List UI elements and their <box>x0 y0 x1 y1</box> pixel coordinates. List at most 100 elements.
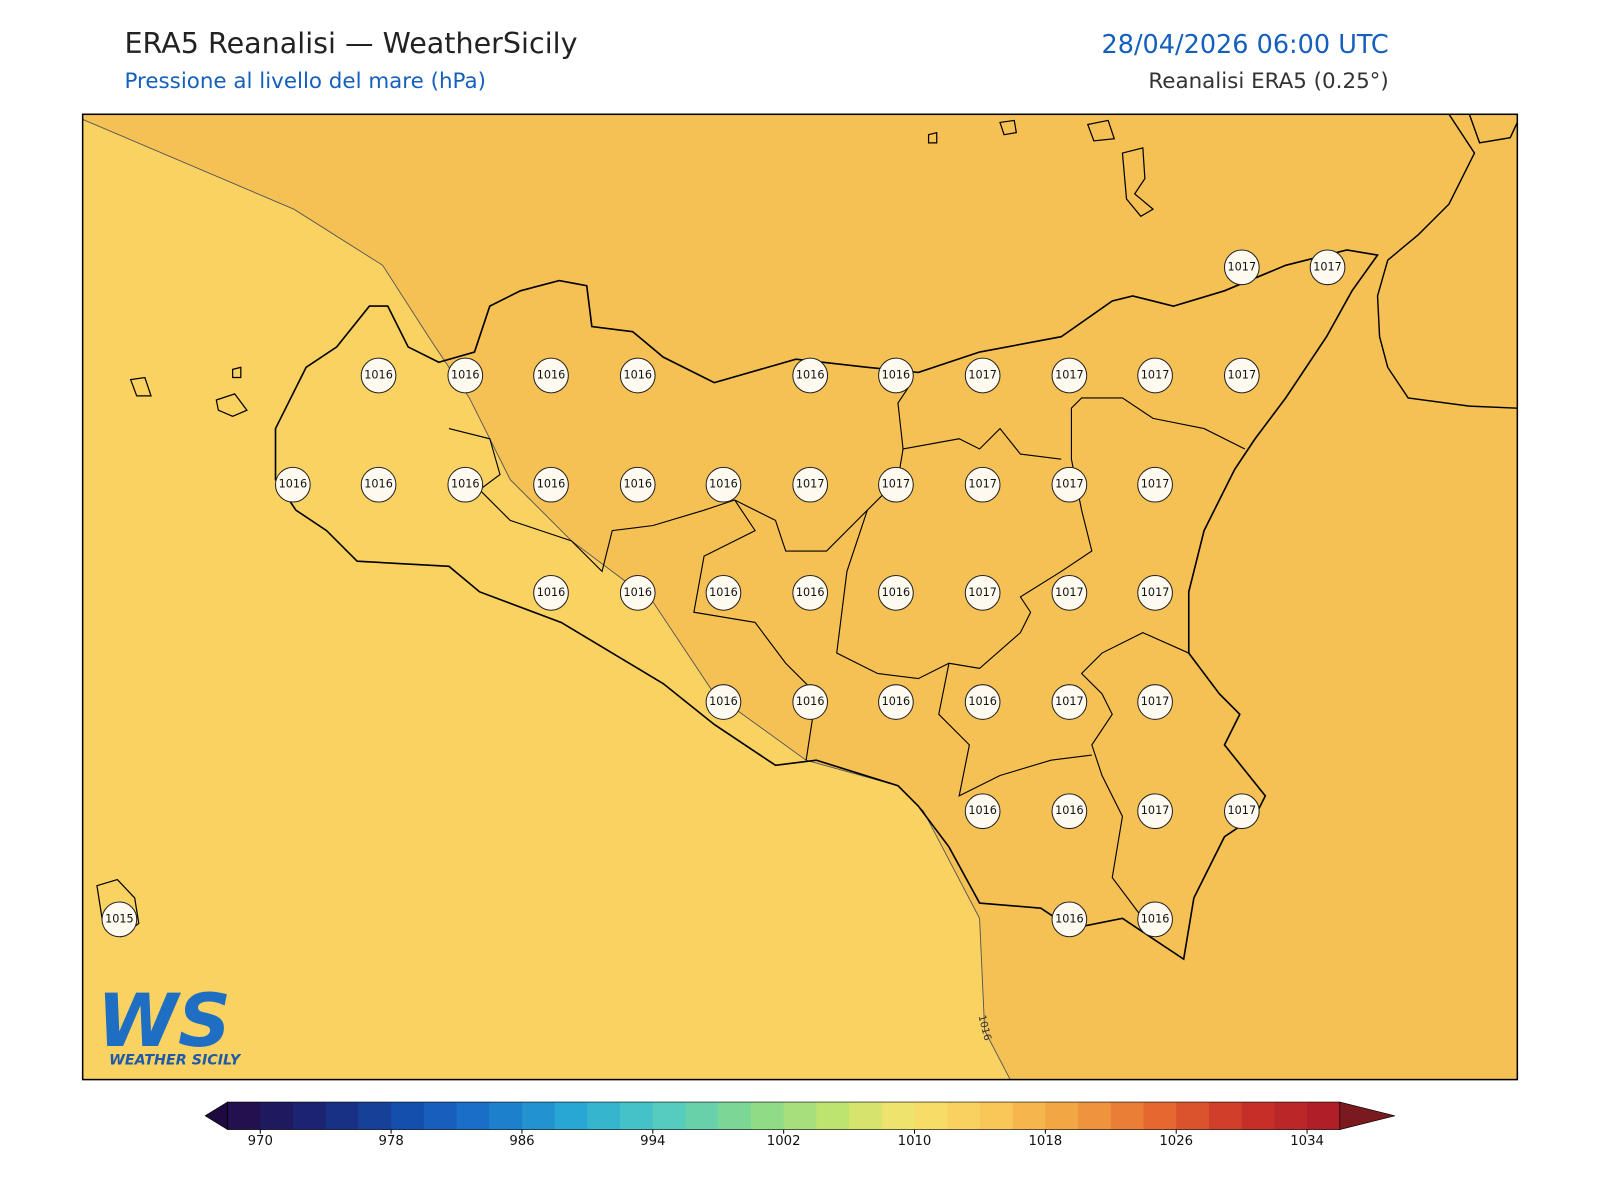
colorbar-extend-high <box>1339 1101 1395 1130</box>
station-value: 1017 <box>1141 478 1170 491</box>
station-marker <box>1137 793 1173 830</box>
station-marker <box>878 684 914 720</box>
province-borders <box>448 387 1246 919</box>
colorbar-tick-label: 1010 <box>898 1134 932 1149</box>
colorbar-bin <box>227 1102 261 1130</box>
station-value: 1017 <box>1141 369 1170 382</box>
colorbar-bin <box>521 1102 556 1130</box>
station-marker <box>619 574 656 611</box>
station-marker <box>1137 574 1173 611</box>
station-value: 1017 <box>1228 369 1257 382</box>
station-value: 1016 <box>537 478 566 491</box>
station-marker <box>964 793 1001 830</box>
station-marker <box>792 574 829 611</box>
station: 1016 <box>878 574 914 611</box>
station-marker <box>1309 249 1346 286</box>
station-value: 1016 <box>882 586 911 599</box>
station-value: 1016 <box>623 369 652 382</box>
station-marker <box>964 684 1001 720</box>
colorbar-bin <box>620 1102 654 1130</box>
station-marker <box>878 357 914 394</box>
colorbar-bin <box>1143 1102 1177 1130</box>
station: 1017 <box>1309 249 1346 286</box>
station: 1016 <box>360 466 397 503</box>
station-value: 1017 <box>882 478 911 491</box>
title: ERA5 Reanalisi — WeatherSicily <box>124 26 577 60</box>
station: 1017 <box>964 574 1001 611</box>
station-value: 1016 <box>968 695 997 708</box>
datetime: 28/04/2026 06:00 UTC <box>1102 30 1389 60</box>
station: 1016 <box>619 357 656 394</box>
station: 1016 <box>447 357 484 394</box>
colorbar-bin <box>1208 1102 1243 1130</box>
station-value: 1017 <box>1055 369 1084 382</box>
subtitle: Pressione al livello del mare (hPa) <box>124 69 485 94</box>
station-marker <box>1137 466 1173 503</box>
station: 1016 <box>878 684 914 720</box>
colorbar-bin <box>358 1102 392 1130</box>
station: 1017 <box>964 466 1001 503</box>
logo-mark: WS <box>97 979 231 1064</box>
station-value: 1016 <box>537 586 566 599</box>
colorbar-bin <box>325 1102 359 1130</box>
station-value: 1017 <box>1055 478 1084 491</box>
station-marker <box>360 466 397 503</box>
colorbar-bin <box>1241 1102 1275 1130</box>
station: 1017 <box>1051 357 1088 394</box>
station-marker <box>1137 901 1173 938</box>
station-marker <box>792 466 829 503</box>
station: 1016 <box>792 684 829 720</box>
station: 1016 <box>705 684 742 720</box>
colorbar-bin <box>849 1102 883 1130</box>
colorbar-bin <box>456 1102 490 1130</box>
colorbar-bin <box>914 1102 948 1130</box>
station-value: 1016 <box>796 695 825 708</box>
station-marker <box>1137 357 1173 394</box>
station-value: 1016 <box>968 804 997 817</box>
colorbar-bin <box>783 1102 817 1130</box>
station-marker <box>360 357 397 394</box>
colorbar-tick-label: 1002 <box>767 1134 801 1149</box>
calabria-coast <box>1376 114 1518 409</box>
station-value: 1016 <box>451 478 480 491</box>
colorbar-tick-label: 1026 <box>1159 1134 1193 1149</box>
station-marker <box>274 466 311 503</box>
colorbar-bin <box>1110 1102 1145 1130</box>
stations: 1017 1017 1016 1016 1016 1016 1016 1016 1017 1017… <box>101 249 1346 938</box>
colorbar-bin <box>947 1102 981 1130</box>
station-marker <box>1051 901 1088 938</box>
station-marker <box>533 574 569 611</box>
station: 1016 <box>533 466 569 503</box>
station-marker <box>705 574 742 611</box>
sicily-coast <box>274 249 1379 961</box>
colorbar-bin <box>1078 1102 1112 1130</box>
station-value: 1016 <box>1141 912 1170 925</box>
station: 1016 <box>878 357 914 394</box>
station-value: 1016 <box>364 478 393 491</box>
station-value: 1017 <box>968 369 997 382</box>
station-value: 1017 <box>968 478 997 491</box>
colorbar-bin <box>816 1102 850 1130</box>
station: 1017 <box>1137 357 1173 394</box>
station-value: 1017 <box>796 478 825 491</box>
station: 1017 <box>1051 466 1088 503</box>
colorbar-bin <box>554 1102 588 1130</box>
station-value: 1016 <box>882 369 911 382</box>
colorbar-bin <box>292 1102 327 1130</box>
colorbar-tick-label: 970 <box>248 1134 273 1149</box>
station-value: 1017 <box>968 586 997 599</box>
station: 1016 <box>619 574 656 611</box>
station: 1016 <box>1137 901 1173 938</box>
colorbar-bin <box>391 1102 425 1130</box>
figure-group: ERA5 Reanalisi — WeatherSicily Pressione… <box>81 26 1519 1149</box>
station: 1017 <box>1137 793 1173 830</box>
logo-text: WEATHER SICILY <box>109 1052 242 1068</box>
station-marker <box>1223 357 1260 394</box>
station: 1016 <box>964 793 1001 830</box>
station-value: 1017 <box>1228 260 1257 273</box>
station-value: 1016 <box>537 369 566 382</box>
station-value: 1017 <box>1313 260 1342 273</box>
station-value: 1016 <box>364 369 393 382</box>
station: 1017 <box>1223 357 1260 394</box>
colorbar-bin <box>979 1102 1014 1130</box>
